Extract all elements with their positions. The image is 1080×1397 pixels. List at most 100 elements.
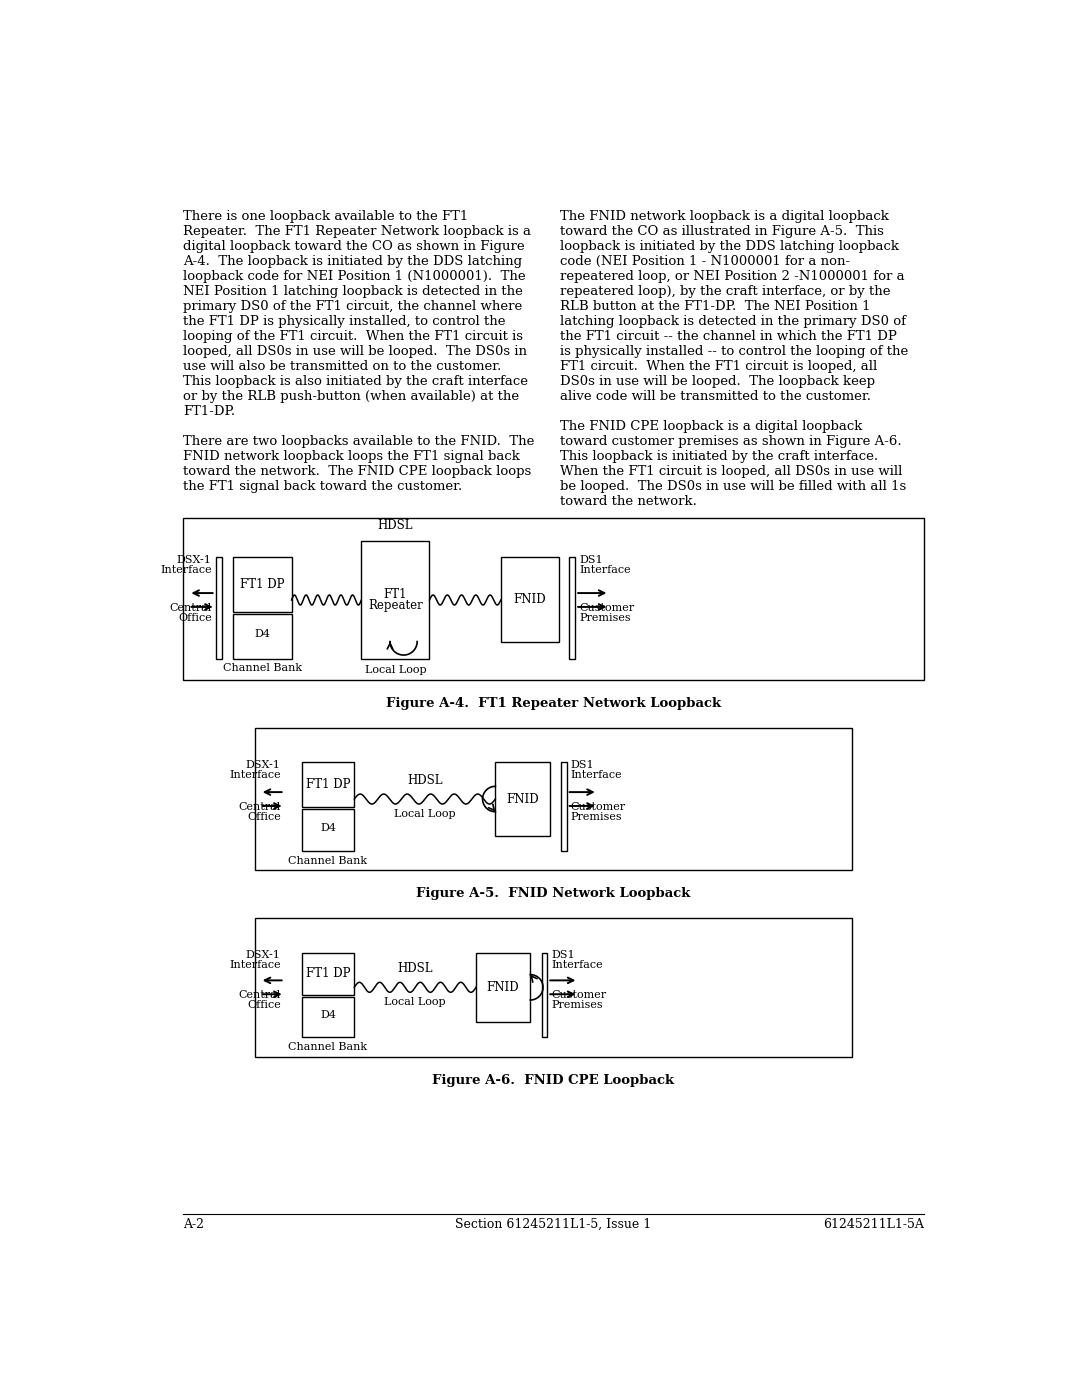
Bar	[562, 763, 567, 851]
Text: Local Loop: Local Loop	[384, 997, 446, 1007]
Text: repeatered loop, or NEI Position 2 -N1000001 for a: repeatered loop, or NEI Position 2 -N100…	[559, 270, 904, 284]
Text: DS1: DS1	[579, 555, 603, 564]
Text: The FNID CPE loopback is a digital loopback: The FNID CPE loopback is a digital loopb…	[559, 420, 862, 433]
Text: Interface: Interface	[570, 770, 622, 780]
Text: FNID network loopback loops the FT1 signal back: FNID network loopback loops the FT1 sign…	[183, 450, 519, 464]
Text: be looped.  The DS0s in use will be filled with all 1s: be looped. The DS0s in use will be fille…	[559, 481, 906, 493]
Text: code (NEI Position 1 - N1000001 for a non-: code (NEI Position 1 - N1000001 for a no…	[559, 256, 850, 268]
Text: the FT1 DP is physically installed, to control the: the FT1 DP is physically installed, to c…	[183, 316, 505, 328]
Text: DS1: DS1	[570, 760, 594, 770]
Text: Channel Bank: Channel Bank	[288, 855, 367, 866]
Text: or by the RLB push-button (when available) at the: or by the RLB push-button (when availabl…	[183, 390, 519, 404]
Text: is physically installed -- to control the looping of the: is physically installed -- to control th…	[559, 345, 908, 358]
Text: FNID: FNID	[507, 792, 539, 806]
Text: RLB button at the FT1-DP.  The NEI Position 1: RLB button at the FT1-DP. The NEI Positi…	[559, 300, 870, 313]
Text: Customer: Customer	[551, 990, 606, 1000]
Text: D4: D4	[320, 1010, 336, 1020]
Bar	[301, 953, 354, 995]
Text: toward the CO as illustrated in Figure A-5.  This: toward the CO as illustrated in Figure A…	[559, 225, 883, 237]
Text: primary DS0 of the FT1 circuit, the channel where: primary DS0 of the FT1 circuit, the chan…	[183, 300, 523, 313]
Text: alive code will be transmitted to the customer.: alive code will be transmitted to the cu…	[559, 390, 870, 404]
Text: DSX-1: DSX-1	[246, 950, 281, 960]
Text: latching loopback is detected in the primary DS0 of: latching loopback is detected in the pri…	[559, 316, 906, 328]
Text: digital loopback toward the CO as shown in Figure: digital loopback toward the CO as shown …	[183, 240, 525, 253]
Text: the FT1 signal back toward the customer.: the FT1 signal back toward the customer.	[183, 481, 462, 493]
Text: 61245211L1-5A: 61245211L1-5A	[823, 1218, 924, 1231]
Text: FNID: FNID	[487, 981, 519, 993]
Bar	[301, 763, 354, 807]
Text: toward the network.: toward the network.	[559, 496, 697, 509]
Text: Central: Central	[239, 802, 281, 812]
Text: A-2: A-2	[183, 1218, 204, 1231]
Text: Repeater.  The FT1 Repeater Network loopback is a: Repeater. The FT1 Repeater Network loopb…	[183, 225, 531, 237]
Text: FT1-DP.: FT1-DP.	[183, 405, 235, 418]
Text: Repeater: Repeater	[368, 599, 422, 612]
Text: DS1: DS1	[551, 950, 575, 960]
Text: DS0s in use will be looped.  The loopback keep: DS0s in use will be looped. The loopback…	[559, 376, 875, 388]
Bar	[255, 918, 852, 1056]
Text: Office: Office	[247, 1000, 281, 1010]
Text: The FNID network loopback is a digital loopback: The FNID network loopback is a digital l…	[559, 210, 889, 224]
Bar	[501, 557, 559, 641]
Text: DSX-1: DSX-1	[246, 760, 281, 770]
Text: This loopback is initiated by the craft interface.: This loopback is initiated by the craft …	[559, 450, 878, 464]
Text: toward customer premises as shown in Figure A-6.: toward customer premises as shown in Fig…	[559, 436, 902, 448]
Text: Office: Office	[247, 812, 281, 821]
Text: Office: Office	[178, 613, 212, 623]
Text: FT1 DP: FT1 DP	[306, 778, 350, 791]
Bar	[362, 542, 430, 658]
Text: Premises: Premises	[579, 613, 631, 623]
Text: Interface: Interface	[551, 960, 603, 971]
Text: looped, all DS0s in use will be looped.  The DS0s in: looped, all DS0s in use will be looped. …	[183, 345, 527, 358]
Bar	[569, 557, 576, 658]
Text: Customer: Customer	[570, 802, 625, 812]
Text: FT1 DP: FT1 DP	[306, 967, 350, 981]
Text: use will also be transmitted on to the customer.: use will also be transmitted on to the c…	[183, 360, 501, 373]
Bar	[233, 613, 292, 658]
Text: FT1: FT1	[383, 588, 407, 601]
Bar	[301, 809, 354, 851]
Text: Premises: Premises	[551, 1000, 603, 1010]
Text: the FT1 circuit -- the channel in which the FT1 DP: the FT1 circuit -- the channel in which …	[559, 330, 896, 344]
Text: Figure A-5.  FNID Network Loopback: Figure A-5. FNID Network Loopback	[416, 887, 691, 900]
Text: FT1 circuit.  When the FT1 circuit is looped, all: FT1 circuit. When the FT1 circuit is loo…	[559, 360, 877, 373]
Text: Local Loop: Local Loop	[394, 809, 456, 819]
Text: This loopback is also initiated by the craft interface: This loopback is also initiated by the c…	[183, 376, 528, 388]
Text: Figure A-6.  FNID CPE Loopback: Figure A-6. FNID CPE Loopback	[432, 1073, 675, 1087]
Text: toward the network.  The FNID CPE loopback loops: toward the network. The FNID CPE loopbac…	[183, 465, 531, 478]
Text: Interface: Interface	[229, 770, 281, 780]
Text: Local Loop: Local Loop	[365, 665, 427, 675]
Bar	[476, 953, 530, 1023]
Text: loopback is initiated by the DDS latching loopback: loopback is initiated by the DDS latchin…	[559, 240, 899, 253]
Text: Interface: Interface	[579, 564, 631, 574]
Text: Interface: Interface	[160, 564, 212, 574]
Text: D4: D4	[320, 823, 336, 833]
Bar	[301, 996, 354, 1038]
Text: loopback code for NEI Position 1 (N1000001).  The: loopback code for NEI Position 1 (N10000…	[183, 270, 526, 284]
Text: repeatered loop), by the craft interface, or by the: repeatered loop), by the craft interface…	[559, 285, 890, 298]
Bar	[183, 518, 924, 680]
Text: Channel Bank: Channel Bank	[222, 664, 302, 673]
Text: HDSL: HDSL	[378, 520, 414, 532]
Text: Channel Bank: Channel Bank	[288, 1042, 367, 1052]
Text: Interface: Interface	[229, 960, 281, 971]
Text: There is one loopback available to the FT1: There is one loopback available to the F…	[183, 210, 469, 224]
Text: Central: Central	[170, 604, 212, 613]
Bar	[496, 763, 550, 835]
Text: Customer: Customer	[579, 604, 634, 613]
Text: A-4.  The loopback is initiated by the DDS latching: A-4. The loopback is initiated by the DD…	[183, 256, 522, 268]
Bar	[542, 953, 548, 1038]
Text: DSX-1: DSX-1	[177, 555, 212, 564]
Text: NEI Position 1 latching loopback is detected in the: NEI Position 1 latching loopback is dete…	[183, 285, 523, 298]
Text: D4: D4	[255, 629, 270, 638]
Text: FT1 DP: FT1 DP	[240, 578, 285, 591]
Text: Section 61245211L1-5, Issue 1: Section 61245211L1-5, Issue 1	[456, 1218, 651, 1231]
Bar	[255, 728, 852, 870]
Text: HDSL: HDSL	[407, 774, 443, 787]
Text: FNID: FNID	[514, 592, 546, 606]
Text: Figure A-4.  FT1 Repeater Network Loopback: Figure A-4. FT1 Repeater Network Loopbac…	[386, 697, 721, 710]
Text: HDSL: HDSL	[397, 963, 433, 975]
Text: There are two loopbacks available to the FNID.  The: There are two loopbacks available to the…	[183, 436, 535, 448]
Bar	[233, 557, 292, 612]
Text: Premises: Premises	[570, 812, 622, 821]
